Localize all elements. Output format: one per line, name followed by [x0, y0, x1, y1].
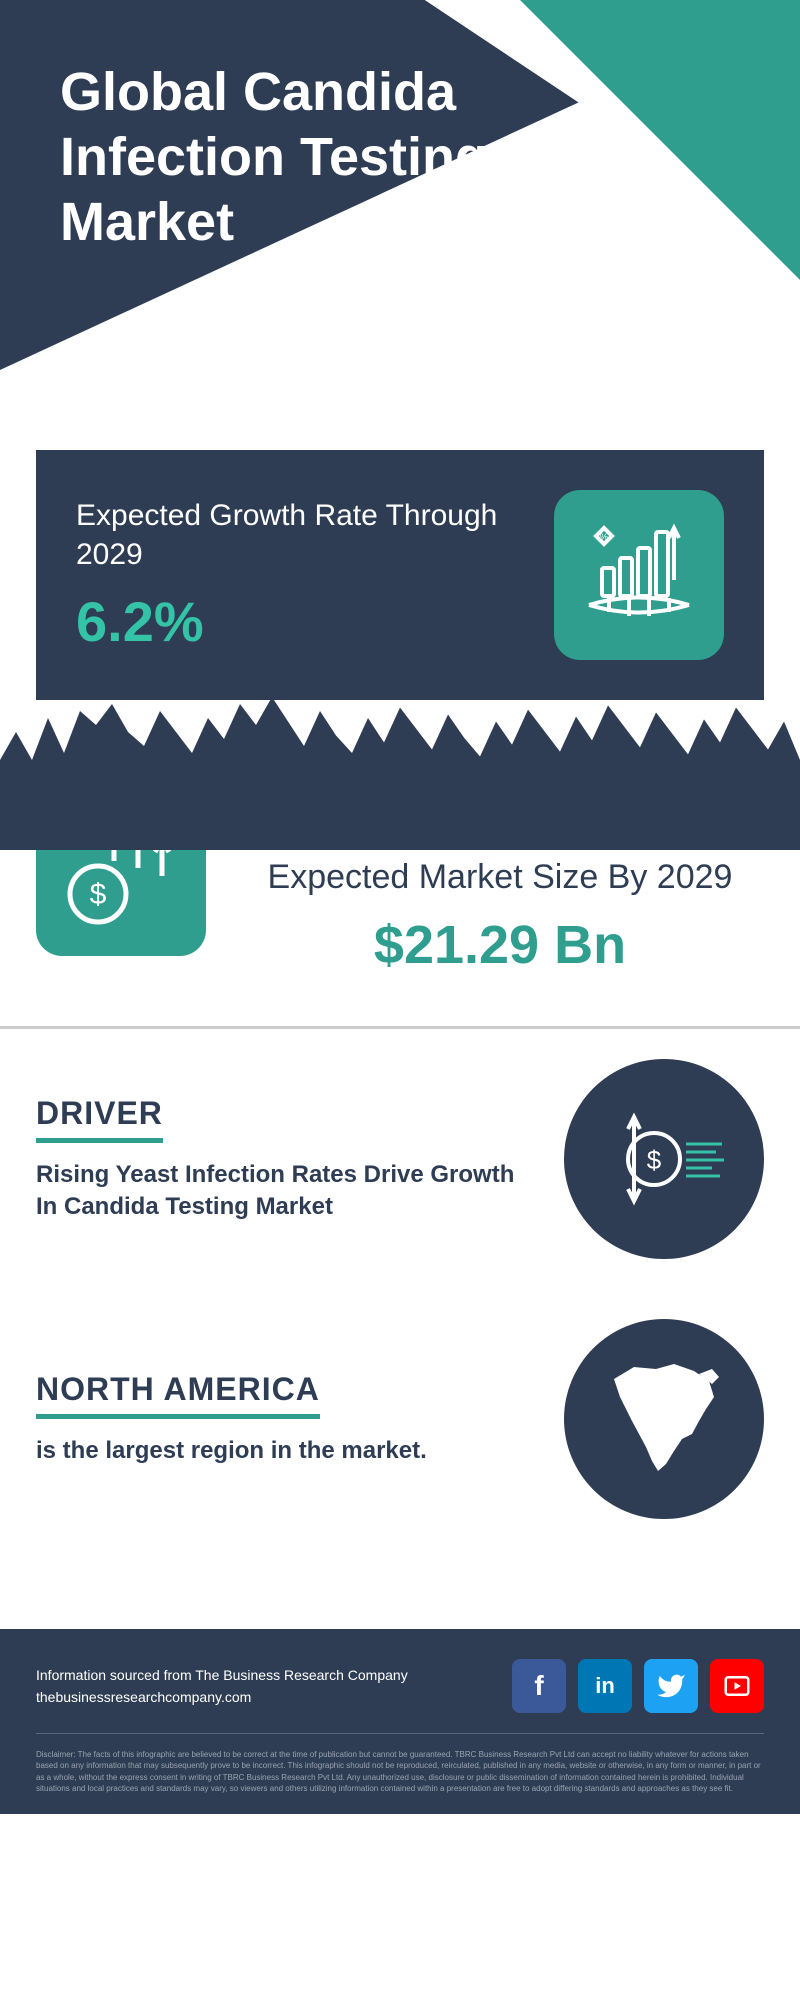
driver-text: DRIVER Rising Yeast Infection Rates Driv… — [36, 1095, 534, 1224]
driver-description: Rising Yeast Infection Rates Drive Growt… — [36, 1159, 534, 1224]
svg-text:$: $ — [90, 878, 107, 911]
market-size-panel: $ Expected Market Size By 2029 $21.29 Bn — [0, 850, 800, 1026]
driver-icon-circle: $ — [564, 1059, 764, 1259]
growth-chart-icon: % — [554, 490, 724, 660]
driver-panel: DRIVER Rising Yeast Infection Rates Driv… — [0, 1029, 800, 1289]
market-size-label: Expected Market Size By 2029 — [236, 855, 764, 899]
region-text: NORTH AMERICA is the largest region in t… — [36, 1371, 534, 1467]
city-skyline-silhouette — [0, 760, 800, 850]
footer-source-line2: thebusinessresearchcompany.com — [36, 1686, 408, 1708]
infographic-root: Global Candida Infection Testing Market … — [0, 0, 800, 1814]
footer-section: Information sourced from The Business Re… — [0, 1629, 800, 1814]
header-section: Global Candida Infection Testing Market — [0, 0, 800, 420]
footer-source-line1: Information sourced from The Business Re… — [36, 1664, 408, 1686]
footer-disclaimer: Disclaimer: The facts of this infographi… — [36, 1749, 764, 1794]
social-icons: f in — [512, 1659, 764, 1713]
svg-text:$: $ — [647, 1145, 662, 1175]
twitter-icon[interactable] — [644, 1659, 698, 1713]
facebook-icon[interactable]: f — [512, 1659, 566, 1713]
linkedin-icon[interactable]: in — [578, 1659, 632, 1713]
market-size-text: Expected Market Size By 2029 $21.29 Bn — [236, 855, 764, 976]
footer-top-row: Information sourced from The Business Re… — [36, 1659, 764, 1734]
region-description: is the largest region in the market. — [36, 1435, 534, 1467]
region-icon-circle — [564, 1319, 764, 1519]
driver-heading: DRIVER — [36, 1095, 163, 1143]
growth-rate-panel: Expected Growth Rate Through 2029 6.2% — [36, 450, 764, 700]
page-title: Global Candida Infection Testing Market — [60, 60, 620, 254]
region-heading: NORTH AMERICA — [36, 1371, 320, 1419]
region-panel: NORTH AMERICA is the largest region in t… — [0, 1289, 800, 1549]
svg-text:%: % — [600, 532, 608, 542]
north-america-map-icon — [584, 1339, 744, 1499]
growth-rate-text: Expected Growth Rate Through 2029 6.2% — [76, 496, 554, 654]
market-size-value: $21.29 Bn — [236, 914, 764, 976]
footer-source: Information sourced from The Business Re… — [36, 1664, 408, 1709]
chart-globe-icon: % — [574, 510, 704, 640]
dollar-flow-icon: $ — [594, 1089, 734, 1229]
youtube-icon[interactable] — [710, 1659, 764, 1713]
growth-rate-label: Expected Growth Rate Through 2029 — [76, 496, 554, 574]
growth-rate-value: 6.2% — [76, 589, 554, 654]
